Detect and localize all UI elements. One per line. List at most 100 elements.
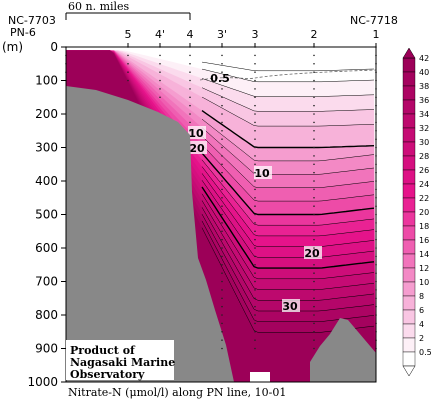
sample-dot: [221, 188, 223, 191]
sample-dot: [221, 205, 223, 207]
depth-tick-label: 900: [35, 342, 58, 356]
credit-line-3: Observatory: [70, 368, 145, 381]
colorbar-swatch: [402, 309, 416, 325]
sample-dot: [221, 289, 223, 291]
sample-dot: [254, 263, 256, 266]
sample-dot: [221, 255, 223, 258]
sample-dot: [159, 71, 161, 73]
sample-dot: [221, 138, 223, 140]
sample-dot: [127, 62, 129, 65]
sample-dot: [313, 138, 315, 140]
colorbar-tick-label: 20: [419, 208, 429, 217]
sample-dot: [254, 230, 256, 233]
colorbar-swatch: [402, 197, 416, 213]
colorbar: 424038363432302826242220181614121086420.…: [402, 47, 432, 377]
sample-dot: [254, 62, 256, 65]
sample-dot: [221, 263, 223, 266]
sample-dot: [254, 188, 256, 191]
bottom-gap-right: [250, 372, 270, 382]
depth-tick-label: 100: [35, 74, 58, 88]
sample-dot: [221, 79, 223, 82]
contour-label: 0.5: [210, 72, 230, 85]
sample-dot: [221, 96, 223, 99]
credit-line-1: Product of: [70, 344, 136, 357]
sample-dot: [221, 62, 223, 65]
contour-line: [201, 152, 375, 216]
sample-dot: [313, 188, 315, 191]
station-label: 2: [311, 28, 318, 41]
colorbar-swatch: [402, 337, 416, 353]
colorbar-tick-label: 36: [419, 96, 429, 105]
contour-label-bg: [189, 141, 207, 154]
sample-dot: [221, 180, 223, 182]
sample-dot: [159, 62, 161, 65]
sample-dot: [221, 88, 223, 90]
sample-dot: [221, 104, 223, 107]
sample-dot: [127, 54, 129, 57]
contour-line: [201, 220, 375, 322]
sample-dot: [313, 163, 315, 166]
sample-dot: [189, 96, 191, 99]
sample-dot: [159, 79, 161, 82]
sample-dot: [313, 146, 315, 149]
sample-dot: [313, 129, 315, 132]
sample-dot: [221, 121, 223, 124]
colorbar-tick-label: 38: [419, 82, 429, 91]
station-label: 4': [155, 28, 165, 41]
sample-dot: [313, 104, 315, 107]
sample-dot: [159, 96, 161, 99]
colorbar-tick-label: 6: [419, 306, 424, 315]
colorbar-swatch: [402, 253, 416, 269]
colorbar-swatch: [402, 267, 416, 283]
contour-0-5-dashed: [199, 69, 376, 81]
sample-dot: [254, 146, 256, 149]
contour-label: 10: [188, 127, 204, 140]
sample-dot: [221, 339, 223, 341]
colorbar-tick-label: 30: [419, 138, 429, 147]
scale-label: 60 n. miles: [68, 0, 130, 13]
contour-label-bg: [304, 246, 322, 259]
contour-line: [201, 144, 375, 202]
colorbar-swatch: [402, 211, 416, 227]
colorbar-tick-label: 40: [419, 68, 429, 77]
sample-dot: [254, 171, 256, 174]
sample-dot: [221, 163, 223, 166]
contour-line: [201, 61, 375, 72]
contour-line: [201, 96, 375, 127]
sample-dot: [254, 222, 256, 224]
sample-dot: [254, 255, 256, 258]
colorbar-tick-label: 26: [419, 166, 429, 175]
colorbar-swatch: [402, 169, 416, 185]
distance-scale: 60 n. miles: [65, 0, 191, 20]
sample-dot: [221, 213, 223, 216]
contour-line: [201, 200, 375, 290]
sample-dot: [313, 222, 315, 224]
sample-dot: [254, 213, 256, 216]
sample-dot: [313, 62, 315, 65]
sample-dot: [221, 222, 223, 224]
seafloor-topography: [66, 86, 376, 382]
contour-line: [201, 87, 375, 112]
sample-dot: [254, 322, 256, 325]
sample-dot: [254, 138, 256, 140]
sample-dot: [221, 113, 223, 115]
sample-dot: [254, 96, 256, 99]
station-ticks: 5 4' 4 3' 3 2 1: [125, 28, 380, 47]
sample-dot: [254, 71, 256, 73]
sample-dot: [313, 263, 315, 266]
contour-line: [201, 135, 375, 188]
colorbar-swatch: [402, 113, 416, 129]
sample-dot: [254, 163, 256, 166]
sample-dot: [254, 305, 256, 308]
colorbar-tick-label: 18: [419, 222, 429, 231]
sample-dot: [221, 330, 223, 333]
colorbar-bottom-arrow: [402, 365, 416, 377]
colorbar-swatch: [402, 99, 416, 115]
colorbar-swatch: [402, 141, 416, 157]
station-label: 4: [187, 28, 194, 41]
sample-dot: [221, 322, 223, 325]
sample-dot: [313, 314, 315, 316]
sample-dot: [189, 71, 191, 73]
colorbar-tick-label: 12: [419, 264, 429, 273]
